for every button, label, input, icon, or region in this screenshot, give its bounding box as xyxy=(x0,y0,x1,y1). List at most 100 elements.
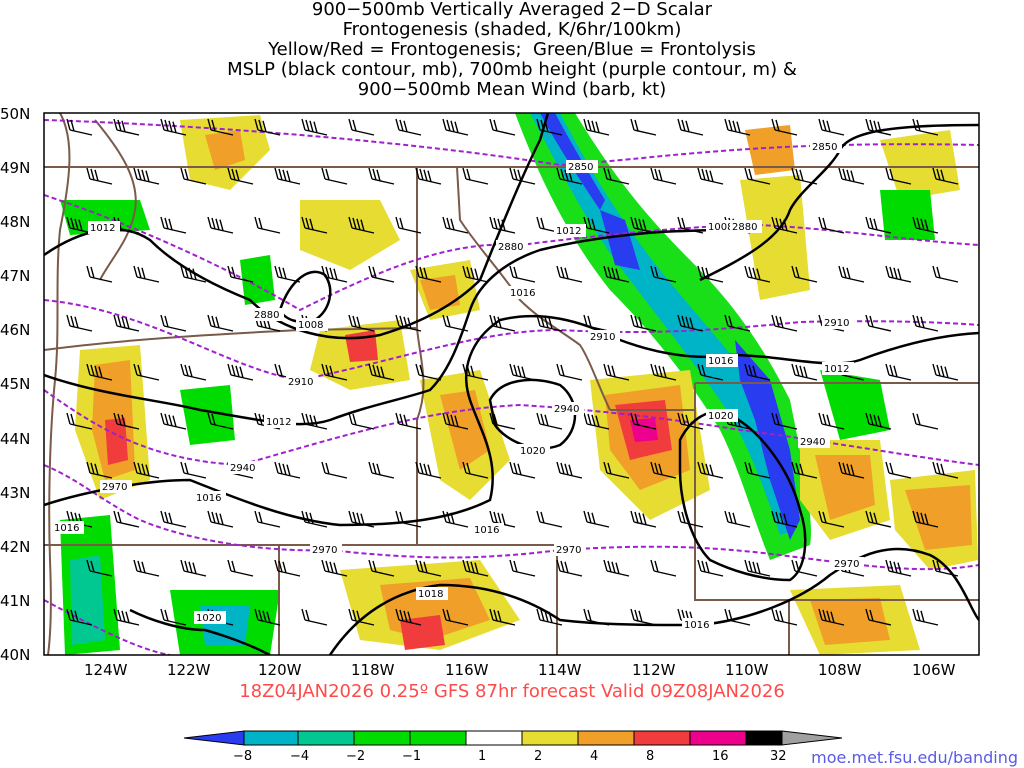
wind-barb xyxy=(536,314,563,332)
wind-barb-feather xyxy=(415,363,420,376)
wind-barb-feather xyxy=(462,265,467,278)
frontogenesis-blob xyxy=(440,390,490,470)
wind-barb xyxy=(368,167,395,185)
wind-barb-feather xyxy=(466,266,471,279)
mslp-label-bg xyxy=(706,354,738,367)
wind-barb xyxy=(348,510,375,528)
wind-barb xyxy=(133,167,160,185)
wind-barb-feather xyxy=(818,608,823,621)
wind-barb-feather xyxy=(916,119,921,132)
wind-barb-feather xyxy=(164,315,169,328)
wind-barb xyxy=(207,216,234,234)
wind-barb-feather xyxy=(748,462,753,475)
wind-barb-feather xyxy=(329,561,334,573)
wind-barb xyxy=(912,314,939,332)
wind-barb-feather xyxy=(752,267,757,279)
wind-barb-feather xyxy=(634,511,639,524)
wind-barb-feather xyxy=(697,363,702,376)
wind-barb-feather xyxy=(634,609,639,622)
wind-barb-feather xyxy=(113,314,118,327)
height-label: 2880 xyxy=(732,222,757,233)
wind-barb-feather xyxy=(560,560,565,573)
frontogenesis-blob xyxy=(880,130,960,200)
wind-barb-feather xyxy=(399,315,404,328)
wind-barb xyxy=(66,412,93,430)
wind-barb xyxy=(462,461,489,479)
wind-barb xyxy=(86,167,113,185)
wind-barb-feather xyxy=(415,167,420,180)
height-label: 2910 xyxy=(590,332,615,343)
height-label-bg xyxy=(798,435,830,448)
wind-barb xyxy=(227,265,254,283)
mslp-contour-labels: 1012 1008 1012 1016 1012 1008 1016 1016 … xyxy=(52,220,854,631)
wind-barb-feather xyxy=(830,611,835,623)
frontolysis-max xyxy=(540,113,800,540)
wind-barb-feather xyxy=(771,314,776,327)
wind-barb-feather xyxy=(423,169,428,181)
wind-barb-feather xyxy=(630,608,635,621)
wind-barb xyxy=(697,265,724,283)
wind-barb xyxy=(650,559,677,577)
wind-barb-feather xyxy=(325,364,330,377)
wind-barb-feather xyxy=(850,464,855,476)
wind-barb-feather xyxy=(493,609,498,622)
wind-barb-feather xyxy=(615,268,620,280)
height-label-bg xyxy=(100,480,132,493)
height-contour-labels: 2850 2880 2880 2850 2880 2910 2910 2910 … xyxy=(100,140,864,570)
wind-barb-feather xyxy=(681,315,686,328)
wind-barb-feather xyxy=(630,216,635,229)
wind-barb-feather xyxy=(587,609,592,622)
wind-barb xyxy=(180,559,207,577)
mslp-label: 1016 xyxy=(196,493,221,504)
wind-barb xyxy=(603,265,630,283)
height-label-bg xyxy=(554,543,586,556)
wind-barb-feather xyxy=(658,463,663,475)
wind-barb-feather xyxy=(775,217,780,230)
wind-barb-feather xyxy=(779,316,784,328)
wind-barb-feather xyxy=(184,168,189,181)
frontogenesis-shading xyxy=(60,113,978,655)
wind-barb xyxy=(395,412,422,430)
wind-barb-feather xyxy=(207,510,212,523)
wind-barb xyxy=(932,265,959,283)
mslp-label-bg xyxy=(296,318,328,331)
wind-barb xyxy=(583,608,610,626)
wind-barb-feather xyxy=(818,216,823,229)
mslp-label: 1016 xyxy=(510,288,535,299)
wind-barb-feather xyxy=(395,314,400,327)
lon-label-116w: 116W xyxy=(445,661,489,679)
wind-barb-feather xyxy=(211,511,216,524)
wind-barb-feather xyxy=(493,217,498,230)
wind-barb-feather xyxy=(728,315,733,328)
title-line-4: MSLP (black contour, mb), 700mb height (… xyxy=(227,59,797,80)
wind-barb-feather xyxy=(536,608,541,621)
wind-barb-feather xyxy=(493,511,498,524)
wind-barb-feather xyxy=(274,559,279,572)
wind-barb-feather xyxy=(744,265,749,278)
wind-barb xyxy=(932,167,959,185)
wind-barb-feather xyxy=(376,365,381,377)
wind-barb-feather xyxy=(689,317,694,329)
wind-barb xyxy=(348,412,375,430)
colorbar-cell xyxy=(689,730,747,746)
wind-barb xyxy=(133,461,160,479)
height-label-bg xyxy=(822,316,854,329)
wind-barb-feather xyxy=(376,463,381,475)
wind-barb-feather xyxy=(141,561,146,573)
wind-barb-feather xyxy=(697,461,702,474)
wind-barb-feather xyxy=(536,314,541,327)
wind-barb-feather xyxy=(564,561,569,573)
wind-barb-feather xyxy=(168,512,173,524)
mslp-label: 1020 xyxy=(708,411,733,422)
title-line-5: 900−500mb Mean Wind (barb, kt) xyxy=(357,79,667,100)
wind-barb xyxy=(368,363,395,381)
wind-barb-feather xyxy=(442,608,447,621)
wind-barb-feather xyxy=(215,218,220,230)
wind-barb-feather xyxy=(207,314,212,327)
wind-barb-feather xyxy=(352,413,357,426)
wind-barb xyxy=(630,314,657,332)
mslp-label-bg xyxy=(194,611,226,624)
wind-barb-feather xyxy=(732,120,737,132)
wind-barb-feather xyxy=(544,316,549,328)
wind-barb xyxy=(254,608,281,626)
